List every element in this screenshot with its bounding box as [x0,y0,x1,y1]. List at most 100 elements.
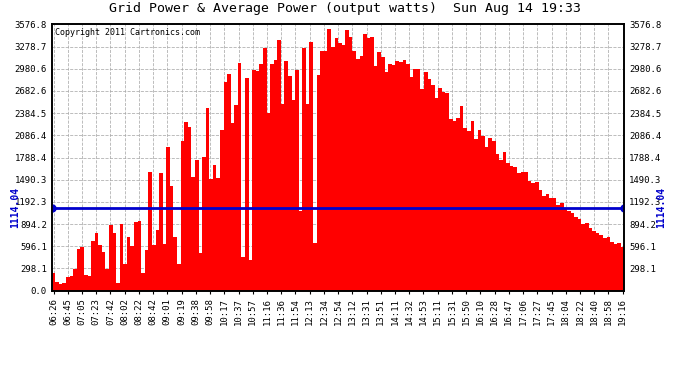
Bar [359,56,363,291]
Bar [138,221,141,291]
Bar [499,159,503,291]
Bar [381,57,384,291]
Bar [120,224,124,291]
Bar [227,74,230,291]
Bar [84,275,88,291]
Bar [539,190,542,291]
Bar [574,217,578,291]
Bar [417,69,420,291]
Bar [199,253,202,291]
Bar [77,249,80,291]
Bar [446,93,449,291]
Bar [288,76,292,291]
Bar [253,69,256,291]
Bar [159,173,163,291]
Bar [585,223,589,291]
Bar [80,248,84,291]
Bar [310,42,313,291]
Bar [127,237,130,291]
Bar [141,273,145,291]
Bar [542,196,546,291]
Bar [202,157,206,291]
Bar [420,89,424,291]
Bar [492,141,495,291]
Text: Grid Power & Average Power (output watts)  Sun Aug 14 19:33: Grid Power & Average Power (output watts… [109,2,581,15]
Bar [392,64,395,291]
Text: Copyright 2011 Cartronics.com: Copyright 2011 Cartronics.com [55,28,199,38]
Bar [467,130,471,291]
Bar [596,233,600,291]
Bar [556,205,560,291]
Bar [560,203,564,291]
Bar [510,166,513,291]
Bar [206,108,209,291]
Bar [442,92,446,291]
Bar [431,85,435,291]
Bar [600,236,603,291]
Bar [191,177,195,291]
Bar [395,62,399,291]
Bar [377,52,381,291]
Bar [299,211,302,291]
Bar [495,154,499,291]
Bar [241,257,245,291]
Bar [324,51,327,291]
Bar [610,242,613,291]
Bar [489,138,492,291]
Bar [367,38,371,291]
Bar [248,260,253,291]
Bar [230,123,235,291]
Bar [589,228,592,291]
Bar [356,59,359,291]
Bar [173,237,177,291]
Bar [524,172,528,291]
Bar [474,139,477,291]
Bar [399,62,402,291]
Bar [70,276,73,291]
Bar [485,147,489,291]
Bar [506,163,510,291]
Bar [435,98,438,291]
Bar [263,48,266,291]
Bar [335,38,338,291]
Text: 1114.04: 1114.04 [656,187,666,228]
Bar [130,246,134,291]
Bar [567,211,571,291]
Bar [342,45,345,291]
Bar [91,241,95,291]
Bar [177,264,181,291]
Bar [302,48,306,291]
Bar [603,238,607,291]
Bar [327,28,331,291]
Bar [471,122,474,291]
Bar [55,282,59,291]
Bar [266,113,270,291]
Bar [388,64,392,291]
Bar [102,252,106,291]
Bar [384,72,388,291]
Bar [521,172,524,291]
Bar [195,160,199,291]
Bar [410,77,413,291]
Bar [317,75,320,291]
Bar [66,277,70,291]
Bar [217,178,220,291]
Bar [281,105,284,291]
Bar [582,224,585,291]
Bar [618,243,621,291]
Bar [353,51,356,291]
Bar [503,152,506,291]
Bar [564,209,567,291]
Bar [413,69,417,291]
Bar [256,71,259,291]
Bar [331,47,335,291]
Bar [402,60,406,291]
Bar [338,43,342,291]
Bar [106,269,109,291]
Bar [170,186,173,291]
Bar [88,276,91,291]
Bar [213,165,217,291]
Bar [209,179,213,291]
Bar [578,219,582,291]
Bar [449,118,453,291]
